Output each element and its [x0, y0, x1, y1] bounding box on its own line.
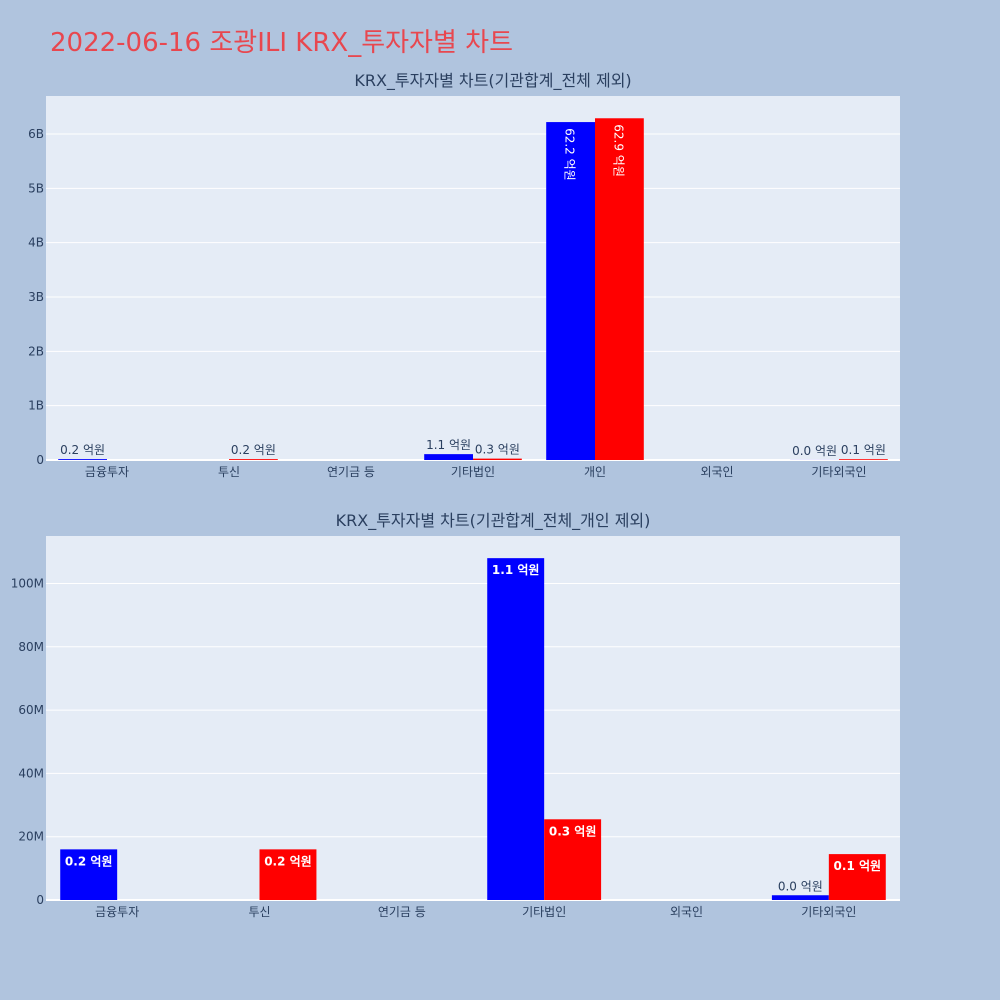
y-tick-label: 0 — [36, 893, 44, 907]
bar-value-label: 0.2 억원 — [264, 854, 312, 868]
y-tick-label: 3B — [28, 290, 44, 304]
plot-area — [46, 96, 900, 460]
x-tick-label: 연기금 등 — [378, 905, 426, 919]
y-tick-label: 1B — [28, 399, 44, 413]
y-tick-label: 20M — [18, 830, 44, 844]
x-tick-label: 개인 — [584, 465, 606, 479]
x-tick-label: 투신 — [218, 465, 240, 479]
bar-sell — [839, 459, 888, 460]
x-tick-label: 기타외국인 — [801, 905, 856, 919]
bar-value-label: 0.3 억원 — [549, 824, 597, 838]
bar-value-label: 0.2 억원 — [60, 443, 105, 457]
bar-sell — [544, 819, 602, 900]
bar-sell — [828, 854, 886, 900]
bar-buy — [487, 558, 545, 900]
bar-sell — [473, 458, 522, 460]
chart-subtitle: KRX_투자자별 차트(기관합계_전체 제외) — [354, 71, 631, 91]
y-tick-label: 2B — [28, 344, 44, 358]
y-tick-label: 80M — [18, 640, 44, 654]
bar-value-label: 0.1 억원 — [841, 443, 886, 457]
bar-value-label: 0.1 억원 — [834, 859, 882, 873]
bar-buy — [58, 459, 107, 460]
bar-value-label: 62.2 억원 — [563, 128, 577, 181]
y-tick-label: 100M — [11, 576, 44, 590]
bar-buy — [60, 849, 118, 900]
y-tick-label: 0 — [36, 453, 44, 467]
bar-value-label: 1.1 억원 — [426, 438, 471, 452]
bar-buy — [546, 122, 595, 460]
chart-subtitle: KRX_투자자별 차트(기관합계_전체_개인 제외) — [336, 511, 651, 531]
y-tick-label: 4B — [28, 236, 44, 250]
y-tick-label: 60M — [18, 703, 44, 717]
x-tick-label: 금융투자 — [85, 465, 129, 479]
investor-chart-all: KRX_투자자별 차트(기관합계_전체 제외) 0 1B 2B 3B 4B 5B 6B 금융투자… — [28, 71, 900, 479]
bar-sell — [595, 118, 644, 460]
x-tick-label: 연기금 등 — [327, 465, 375, 479]
bar-sell — [229, 459, 278, 460]
plot-area — [46, 536, 900, 900]
page-title: 2022-06-16 조광ILI KRX_투자자별 차트 — [50, 28, 514, 58]
bar-value-label: 0.3 억원 — [475, 443, 520, 457]
bar-buy — [771, 895, 829, 900]
bar-value-label: 1.1 억원 — [492, 563, 540, 577]
bar-buy — [424, 454, 473, 460]
investor-chart-excl-individual: KRX_투자자별 차트(기관합계_전체_개인 제외) 0 20M 40M 60M 80M 1… — [11, 511, 900, 919]
x-tick-label: 기타법인 — [522, 905, 566, 919]
y-tick-label: 6B — [28, 127, 44, 141]
x-tick-label: 금융투자 — [95, 905, 139, 919]
x-tick-label: 외국인 — [700, 465, 733, 479]
x-tick-label: 기타외국인 — [811, 465, 866, 479]
bar-value-label: 62.9 억원 — [611, 124, 625, 177]
x-tick-label: 기타법인 — [451, 465, 495, 479]
bar-value-label: 0.2 억원 — [65, 854, 113, 868]
bar-value-label: 0.2 억원 — [231, 443, 276, 457]
x-tick-label: 외국인 — [670, 905, 703, 919]
y-tick-label: 40M — [18, 766, 44, 780]
y-tick-label: 5B — [28, 181, 44, 195]
bar-value-label: 0.0 억원 — [778, 879, 823, 893]
bar-value-label: 0.0 억원 — [792, 444, 837, 458]
bar-sell — [259, 849, 317, 900]
x-tick-label: 투신 — [248, 905, 270, 919]
